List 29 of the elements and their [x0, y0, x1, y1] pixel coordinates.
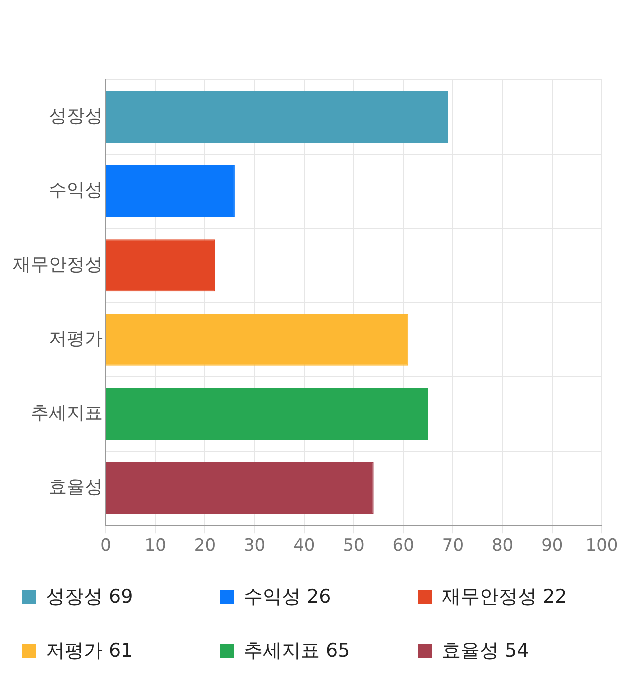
text: 성장성 69	[46, 585, 134, 610]
text: 재무안정성 22	[442, 585, 568, 610]
text: 효율성 54	[442, 639, 530, 664]
x-tick-label: 10	[144, 536, 166, 556]
x-tick-label: 20	[194, 536, 216, 556]
bar	[106, 91, 448, 144]
x-tick-label: 60	[392, 536, 414, 556]
y-tick-label: 추세지표	[31, 402, 103, 424]
y-tick-label: 재무안정성	[13, 254, 103, 276]
y-tick-label: 저평가	[49, 328, 103, 350]
bar	[106, 240, 216, 292]
bar	[106, 314, 409, 366]
x-tick-label: 80	[492, 536, 514, 556]
text: 저평가 61	[46, 639, 134, 664]
y-tick-label: 수익성	[49, 180, 103, 202]
y-tick-label: 성장성	[49, 106, 103, 127]
x-tick-label: 50	[343, 536, 365, 556]
x-tick-label: 90	[542, 536, 564, 556]
bar	[106, 388, 428, 440]
x-tick-label: 70	[442, 536, 464, 556]
bar	[106, 462, 374, 514]
x-tick-label: 100	[586, 536, 618, 556]
x-tick-label: 0	[100, 536, 112, 556]
y-tick-label: 효율성	[49, 477, 103, 498]
text: 수익성 26	[244, 585, 332, 610]
x-tick-label: 40	[294, 536, 316, 556]
bar	[106, 165, 235, 218]
text: 추세지표 65	[244, 639, 350, 664]
x-tick-label: 30	[244, 536, 266, 556]
